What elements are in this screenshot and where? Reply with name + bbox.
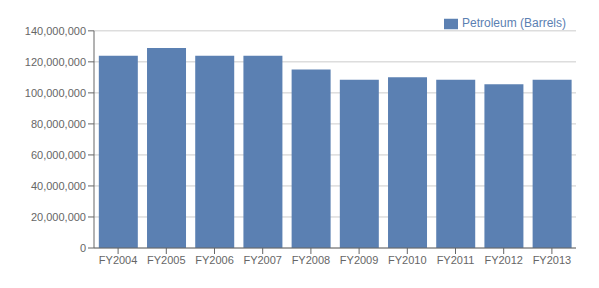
svg-text:FY2010: FY2010 bbox=[388, 254, 427, 266]
svg-text:FY2009: FY2009 bbox=[340, 254, 379, 266]
svg-text:FY2005: FY2005 bbox=[147, 254, 186, 266]
svg-text:FY2013: FY2013 bbox=[533, 254, 572, 266]
svg-text:FY2007: FY2007 bbox=[243, 254, 282, 266]
svg-text:FY2012: FY2012 bbox=[484, 254, 523, 266]
svg-text:40,000,000: 40,000,000 bbox=[31, 180, 86, 192]
svg-text:0: 0 bbox=[80, 242, 86, 254]
svg-text:120,000,000: 120,000,000 bbox=[25, 56, 86, 68]
svg-text:FY2006: FY2006 bbox=[195, 254, 234, 266]
html-text:Petroleum (Barrels): Petroleum (Barrels) bbox=[462, 16, 566, 30]
svg-text:60,000,000: 60,000,000 bbox=[31, 149, 86, 161]
svg-text:80,000,000: 80,000,000 bbox=[31, 118, 86, 130]
svg-text:100,000,000: 100,000,000 bbox=[25, 87, 86, 99]
svg-text:140,000,000: 140,000,000 bbox=[25, 25, 86, 37]
svg-text:FY2004: FY2004 bbox=[99, 254, 138, 266]
svg-text:FY2011: FY2011 bbox=[437, 254, 475, 266]
svg-text:20,000,000: 20,000,000 bbox=[31, 211, 86, 223]
svg-text:FY2008: FY2008 bbox=[292, 254, 331, 266]
